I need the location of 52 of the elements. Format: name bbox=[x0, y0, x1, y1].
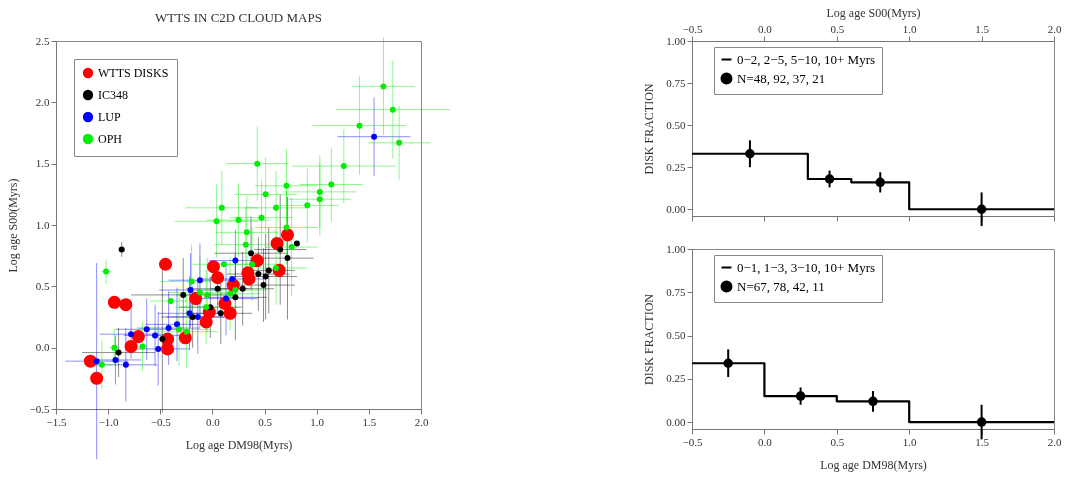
x2-tick-label: 1.5 bbox=[975, 22, 990, 35]
x2-tick-label: −0.5 bbox=[682, 22, 703, 35]
y-tick-label: 1.0 bbox=[35, 218, 50, 231]
x-tick-label: −0.5 bbox=[682, 435, 703, 448]
y-tick-label: 0.5 bbox=[35, 279, 50, 292]
x-tick-label: −1.0 bbox=[98, 415, 120, 428]
x2-tick-label: 1.0 bbox=[902, 22, 918, 35]
x2-tick-label: 2.0 bbox=[1047, 22, 1062, 35]
x-tick-label: 0.0 bbox=[206, 415, 221, 428]
x-tick-label: 0.5 bbox=[830, 435, 845, 448]
y-tick-label: −0.5 bbox=[29, 402, 50, 415]
x-tick-label: 0.5 bbox=[258, 415, 273, 428]
legend-label: WTTS DISKS bbox=[98, 66, 169, 80]
x-tick-label: 1.0 bbox=[902, 435, 918, 448]
x2-tick-label: 0.5 bbox=[830, 22, 845, 35]
x-tick-label: 2.0 bbox=[1047, 435, 1062, 448]
x-axis-title: Log age DM98(Myrs) bbox=[820, 457, 927, 472]
x-tick-label: 1.5 bbox=[362, 415, 377, 428]
x2-axis-title: Log age S00(Myrs) bbox=[826, 5, 921, 20]
y-tick-label: 0.0 bbox=[35, 341, 50, 354]
y-tick-label: 0.75 bbox=[666, 285, 686, 298]
legend-label: N=48, 92, 37, 21 bbox=[737, 70, 826, 86]
y-axis-title: DISK FRACTION bbox=[642, 83, 657, 175]
y-tick-label: 0.25 bbox=[666, 372, 686, 385]
y-tick-label: 0.75 bbox=[666, 76, 686, 89]
x-tick-label: 1.5 bbox=[975, 435, 990, 448]
x2-tick-label: 0.0 bbox=[758, 22, 773, 35]
legend-label: OPH bbox=[98, 132, 123, 146]
y-tick-label: 0.50 bbox=[666, 118, 686, 131]
y-tick-label: 0.50 bbox=[666, 329, 686, 342]
x-tick-label: −1.5 bbox=[46, 415, 67, 428]
y-tick-label: 0.00 bbox=[666, 202, 686, 215]
x-tick-label: −0.5 bbox=[150, 415, 172, 428]
legend-label: 0−2, 2−5, 5−10, 10+ Myrs bbox=[737, 51, 876, 67]
y-tick-label: 1.00 bbox=[666, 34, 686, 47]
y-tick-label: 1.5 bbox=[35, 157, 50, 170]
x-axis-title: Log age DM98(Myrs) bbox=[185, 437, 293, 452]
legend-label: LUP bbox=[98, 110, 121, 124]
chart-title: WTTS IN C2D CLOUD MAPS bbox=[155, 10, 322, 25]
y-tick-label: 2.0 bbox=[35, 95, 50, 108]
legend-label: 0−1, 1−3, 3−10, 10+ Myrs bbox=[737, 259, 876, 275]
y-tick-label: 0.00 bbox=[666, 415, 686, 428]
x-tick-label: 2.0 bbox=[414, 415, 429, 428]
y-axis-title: Log age S00(Myrs) bbox=[5, 178, 20, 273]
x-tick-label: 0.0 bbox=[758, 435, 773, 448]
y-tick-label: 1.00 bbox=[666, 242, 686, 255]
y-axis-title: DISK FRACTION bbox=[642, 293, 657, 386]
x-tick-label: 1.0 bbox=[310, 415, 325, 428]
legend-label: IC348 bbox=[98, 88, 128, 102]
y-tick-label: 2.5 bbox=[35, 34, 50, 47]
y-tick-label: 0.25 bbox=[666, 160, 686, 173]
legend-label: N=67, 78, 42, 11 bbox=[737, 278, 825, 294]
